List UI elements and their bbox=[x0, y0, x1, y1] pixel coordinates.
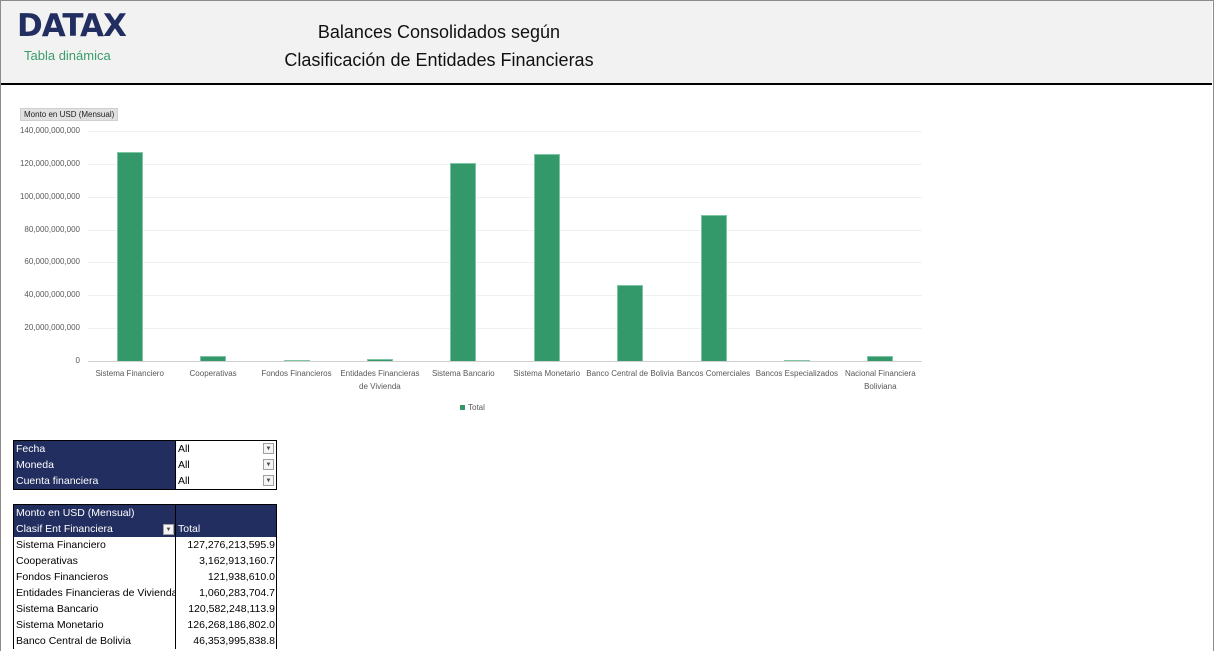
pivot-table-row: Sistema Financiero 127,276,213,595.9 bbox=[14, 537, 276, 553]
title-line-2: Clasificación de Entidades Financieras bbox=[284, 50, 594, 70]
pivot-measure-label: Monto en USD (Mensual) bbox=[14, 505, 176, 521]
y-axis-tick-label: 20,000,000,000 bbox=[24, 323, 80, 333]
x-axis-category-label: Sistema Financiero bbox=[95, 369, 164, 378]
x-axis-category-label: Entidades Financieras de Vivienda bbox=[340, 369, 420, 391]
pivot-table: Monto en USD (Mensual) Clasif Ent Financ… bbox=[13, 504, 277, 649]
pivot-table-row: Fondos Financieros 121,938,610.0 bbox=[14, 569, 276, 585]
filter-label: Fecha bbox=[14, 441, 176, 457]
pivot-row-value[interactable]: 46,353,995,838.8 bbox=[193, 635, 275, 647]
chart-bar[interactable] bbox=[700, 214, 727, 361]
pivot-row-value[interactable]: 121,938,610.0 bbox=[207, 571, 275, 583]
pivot-row-value[interactable]: 3,162,913,160.7 bbox=[199, 555, 275, 567]
pivot-row-label[interactable]: Banco Central de Bolivia bbox=[14, 633, 176, 649]
pivot-col-header: Total bbox=[176, 521, 276, 537]
datax-logo: DATAX bbox=[17, 8, 127, 44]
x-axis-category-label: Nacional Financiera Boliviana bbox=[844, 369, 916, 391]
gridline bbox=[88, 229, 922, 231]
gridline bbox=[88, 262, 922, 264]
x-axis-category-label: Sistema Monetario bbox=[513, 369, 581, 378]
pivot-row-field[interactable]: Clasif Ent Financiera ▼ bbox=[14, 521, 176, 537]
x-axis-category-label: Banco Central de Bolivia bbox=[586, 369, 674, 378]
pivot-row-label[interactable]: Fondos Financieros bbox=[14, 569, 176, 585]
y-axis-tick-label: 40,000,000,000 bbox=[24, 290, 80, 300]
x-axis-line bbox=[88, 361, 922, 362]
chart-bar[interactable] bbox=[116, 151, 143, 361]
filter-cuenta-financiera: Cuenta financiera All ▼ bbox=[14, 473, 276, 489]
x-axis-category-label: Bancos Comerciales bbox=[676, 369, 751, 378]
pivot-table-row: Sistema Monetario 126,268,186,802.0 bbox=[14, 617, 276, 633]
chart-value-field-button[interactable]: Monto en USD (Mensual) bbox=[20, 108, 119, 121]
filter-moneda: Moneda All ▼ bbox=[14, 457, 276, 473]
pivot-row-value[interactable]: 120,582,248,113.9 bbox=[188, 603, 275, 615]
filter-fecha-dropdown[interactable]: All ▼ bbox=[176, 441, 276, 457]
report-subtitle: Tabla dinámica bbox=[24, 48, 111, 63]
pivot-header-row-2: Clasif Ent Financiera ▼ Total bbox=[14, 521, 276, 537]
legend-label: Total bbox=[468, 403, 485, 412]
filter-label: Moneda bbox=[14, 457, 176, 473]
filter-moneda-dropdown[interactable]: All ▼ bbox=[176, 457, 276, 473]
filter-fecha: Fecha All ▼ bbox=[14, 441, 276, 457]
dropdown-arrow-icon[interactable]: ▼ bbox=[263, 443, 274, 454]
pivot-row-label[interactable]: Sistema Financiero bbox=[14, 537, 176, 553]
pivot-header-row-1: Monto en USD (Mensual) bbox=[14, 505, 276, 521]
pivot-row-value[interactable]: 126,268,186,802.0 bbox=[187, 619, 275, 631]
title-line-1: Balances Consolidados según bbox=[317, 22, 561, 42]
gridline bbox=[88, 196, 922, 198]
filter-cuenta-dropdown[interactable]: All ▼ bbox=[176, 473, 276, 489]
pivot-row-value[interactable]: 1,060,283,704.7 bbox=[199, 587, 275, 599]
x-axis-category-label: Bancos Especializados bbox=[755, 369, 839, 378]
chart-bar[interactable] bbox=[533, 153, 560, 361]
chart-bar[interactable] bbox=[366, 359, 393, 361]
chart-bar[interactable] bbox=[867, 356, 894, 361]
x-axis-category-label: Cooperativas bbox=[189, 369, 237, 378]
gridline bbox=[88, 131, 922, 132]
chart-bar[interactable] bbox=[450, 162, 477, 361]
pivot-row-label[interactable]: Entidades Financieras de Vivienda bbox=[16, 585, 176, 601]
gridline bbox=[88, 295, 922, 297]
y-axis-tick-label: 80,000,000,000 bbox=[24, 224, 80, 234]
chart-bar[interactable] bbox=[200, 355, 227, 361]
report-title: Balances Consolidados según Clasificació… bbox=[269, 18, 609, 74]
y-axis-tick-label: 120,000,000,000 bbox=[19, 158, 80, 168]
pivot-table-row: Sistema Bancario 120,582,248,113.9 bbox=[14, 601, 276, 617]
y-axis-tick-label: 60,000,000,000 bbox=[24, 257, 80, 267]
dropdown-arrow-icon[interactable]: ▼ bbox=[263, 475, 274, 486]
filter-dropdown-icon[interactable]: ▼ bbox=[163, 524, 174, 535]
y-axis-tick-label: 0 bbox=[75, 356, 80, 365]
x-axis-category-label: Fondos Financieros bbox=[261, 369, 332, 378]
y-axis-tick-label: 100,000,000,000 bbox=[19, 191, 80, 201]
filter-label: Cuenta financiera bbox=[14, 473, 176, 489]
pivot-table-row: Entidades Financieras de Vivienda 1,060,2… bbox=[14, 585, 276, 601]
pivot-row-value[interactable]: 127,276,213,595.9 bbox=[187, 539, 275, 551]
chart-bar[interactable] bbox=[283, 360, 310, 361]
chart-bar[interactable] bbox=[783, 360, 810, 361]
gridline bbox=[88, 163, 922, 165]
y-axis-tick-label: 140,000,000,000 bbox=[19, 126, 80, 135]
pivot-body: Sistema Financiero 127,276,213,595.9 Coope… bbox=[14, 537, 276, 649]
pivot-table-row: Cooperativas 3,162,913,160.7 bbox=[14, 553, 276, 569]
gridline bbox=[88, 328, 922, 330]
pivot-row-label[interactable]: Sistema Monetario bbox=[14, 617, 176, 633]
pivot-row-label[interactable]: Cooperativas bbox=[14, 553, 176, 569]
pivot-filters: Fecha All ▼ Moneda All ▼ Cuenta financiera… bbox=[13, 440, 277, 490]
pivot-table-row: Banco Central de Bolivia 46,353,995,838.8 bbox=[14, 633, 276, 649]
chart-legend: Total bbox=[460, 403, 485, 412]
legend-swatch-icon bbox=[460, 405, 465, 411]
chart-bar[interactable] bbox=[617, 284, 644, 361]
pivot-row-label[interactable]: Sistema Bancario bbox=[14, 601, 176, 617]
pivot-chart[interactable]: Monto en USD (Mensual) 0 20,000,000,000 40… bbox=[0, 100, 940, 425]
dropdown-arrow-icon[interactable]: ▼ bbox=[263, 459, 274, 470]
report-header: DATAX Tabla dinámica Balances Consolidad… bbox=[1, 1, 1212, 85]
pivot-header-empty bbox=[176, 505, 276, 521]
x-axis-category-label: Sistema Bancario bbox=[431, 369, 495, 378]
